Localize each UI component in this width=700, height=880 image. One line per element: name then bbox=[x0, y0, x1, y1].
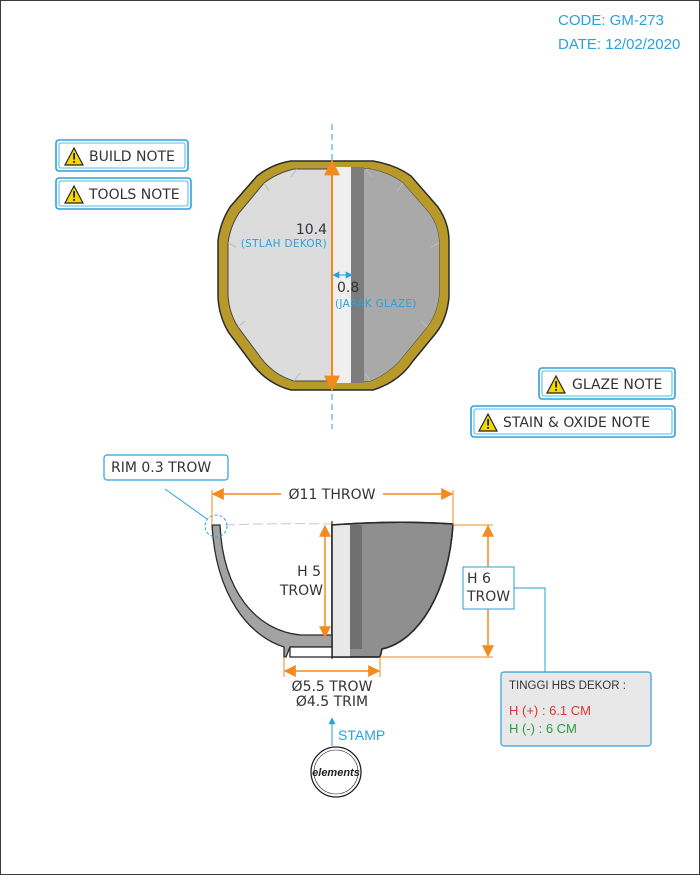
top-view: 10.4 (STLAH DEKOR) 0.8 (JARAK GLAZE) bbox=[217, 124, 450, 429]
rim-label-box: RIM 0.3 TROW bbox=[103, 454, 229, 481]
gap-caption: (JARAK GLAZE) bbox=[335, 298, 417, 310]
decor-info-box: TINGGI HBS DEKOR : H (+) : 6.1 CM H (-) … bbox=[500, 671, 652, 747]
tools-note-box[interactable]: TOOLS NOTE bbox=[55, 177, 192, 210]
diameter-label: Ø11 THROW bbox=[289, 487, 376, 503]
foot-trow-label: Ø5.5 TROW bbox=[292, 679, 373, 695]
decor-title: TINGGI HBS DEKOR : bbox=[509, 680, 626, 692]
height-caption: (STLAH DEKOR) bbox=[241, 238, 327, 250]
tools-note-label: TOOLS NOTE bbox=[88, 187, 180, 203]
inner-height-value: H 5 bbox=[297, 564, 321, 580]
glaze-note-label: GLAZE NOTE bbox=[572, 377, 662, 393]
glaze-note-box[interactable]: GLAZE NOTE bbox=[538, 367, 676, 400]
stain-oxide-note-label: STAIN & OXIDE NOTE bbox=[503, 415, 650, 431]
decor-plus: H (+) : 6.1 CM bbox=[509, 703, 591, 718]
side-view: Ø11 THROW H 5 TROW H 6 TROW Ø5.5 TROW Ø4… bbox=[164, 485, 546, 746]
stamp-logo: elements bbox=[310, 746, 362, 798]
warning-icon bbox=[64, 184, 84, 204]
outer-height-value: H 6 bbox=[467, 571, 491, 587]
decor-minus: H (-) : 6 CM bbox=[509, 721, 577, 736]
warning-icon bbox=[64, 146, 84, 166]
build-note-box[interactable]: BUILD NOTE bbox=[55, 139, 189, 172]
warning-icon bbox=[478, 412, 498, 432]
top-view-facet-lines bbox=[227, 168, 440, 382]
rim-detail-circle bbox=[204, 514, 228, 538]
warning-icon bbox=[546, 374, 566, 394]
logo-text: elements bbox=[312, 767, 360, 779]
stain-oxide-note-box[interactable]: STAIN & OXIDE NOTE bbox=[470, 405, 676, 438]
rim-label: RIM 0.3 TROW bbox=[111, 460, 211, 476]
gap-value: 0.8 bbox=[337, 280, 359, 296]
stamp-label: STAMP bbox=[338, 727, 385, 743]
inner-height-unit: TROW bbox=[279, 583, 323, 599]
height-value: 10.4 bbox=[296, 222, 327, 238]
outer-height-unit: TROW bbox=[466, 589, 510, 605]
foot-trim-label: Ø4.5 TRIM bbox=[296, 694, 368, 710]
code-label: CODE: GM-273 bbox=[558, 12, 664, 29]
build-note-label: BUILD NOTE bbox=[89, 149, 175, 165]
date-label: DATE: 12/02/2020 bbox=[558, 36, 680, 53]
outer-height-box bbox=[462, 566, 515, 610]
